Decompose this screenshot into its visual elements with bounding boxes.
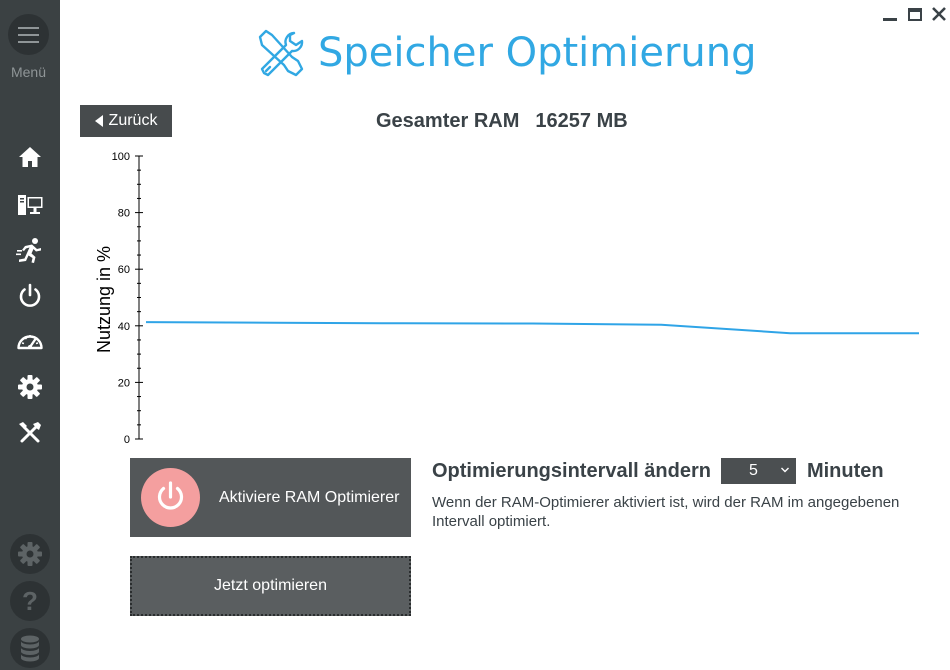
ram-total-value: 16257 MB	[535, 110, 628, 132]
ram-total: Gesamter RAM 16257 MB	[376, 110, 628, 133]
activate-label: Aktiviere RAM Optimierer	[219, 488, 400, 506]
hamburger-icon	[18, 27, 39, 29]
y-tick-label: 0	[124, 434, 130, 446]
interval-row: Optimierungsintervall ändern 5 Minuten	[432, 458, 884, 484]
sidebar: Menü ?	[0, 0, 60, 670]
menu-button[interactable]	[8, 14, 49, 55]
system-info-icon[interactable]	[15, 190, 45, 220]
optimize-now-label: Jetzt optimieren	[214, 577, 327, 594]
y-tick-label: 20	[118, 377, 130, 389]
optimize-now-button[interactable]: Jetzt optimieren	[130, 556, 411, 616]
y-axis-label: Nutzung in %	[94, 246, 114, 353]
menu-label: Menü	[10, 64, 47, 80]
home-icon[interactable]	[15, 142, 45, 172]
back-button-label: Zurück	[108, 112, 158, 129]
series-line	[145, 321, 919, 335]
svg-text:?: ?	[22, 586, 38, 616]
running-icon[interactable]	[15, 236, 45, 266]
gear-icon[interactable]	[15, 372, 45, 402]
tools-icon[interactable]	[15, 418, 45, 448]
hamburger-icon-bar	[18, 34, 39, 36]
interval-description: Wenn der RAM-Optimierer aktiviert ist, w…	[432, 494, 900, 530]
chart-svg: 0 20 40 60 80 100 Nutzung in %	[94, 151, 919, 446]
y-tick-label: 100	[112, 151, 130, 163]
interval-select[interactable]: 5	[720, 458, 796, 484]
speedometer-icon[interactable]	[15, 327, 45, 357]
interval-label: Optimierungsintervall ändern	[432, 459, 711, 482]
chevron-left-icon	[94, 115, 103, 127]
chevron-down-icon	[780, 467, 789, 473]
tools-logo-icon	[254, 27, 306, 79]
ram-usage-chart: 0 20 40 60 80 100 Nutzung in %	[90, 145, 930, 450]
minimize-icon[interactable]	[881, 5, 899, 23]
interval-unit: Minuten	[806, 459, 884, 482]
close-icon[interactable]	[930, 5, 948, 23]
settings-icon[interactable]	[10, 534, 50, 574]
hamburger-icon-bar	[18, 41, 39, 43]
app-title: Speicher Optimierung	[318, 30, 757, 76]
maximize-icon[interactable]	[906, 5, 924, 23]
ram-total-label: Gesamter RAM	[376, 110, 520, 132]
activate-ram-optimizer-button[interactable]: Aktiviere RAM Optimierer	[130, 458, 411, 537]
power-icon[interactable]	[15, 281, 45, 311]
y-tick-label: 80	[118, 208, 130, 220]
y-tick-label: 60	[118, 264, 130, 276]
help-icon[interactable]: ?	[10, 581, 50, 621]
back-button[interactable]: Zurück	[80, 105, 172, 137]
interval-value: 5	[748, 462, 758, 479]
power-status-icon	[141, 468, 200, 527]
database-icon[interactable]	[10, 628, 50, 668]
y-tick-label: 40	[118, 321, 130, 333]
